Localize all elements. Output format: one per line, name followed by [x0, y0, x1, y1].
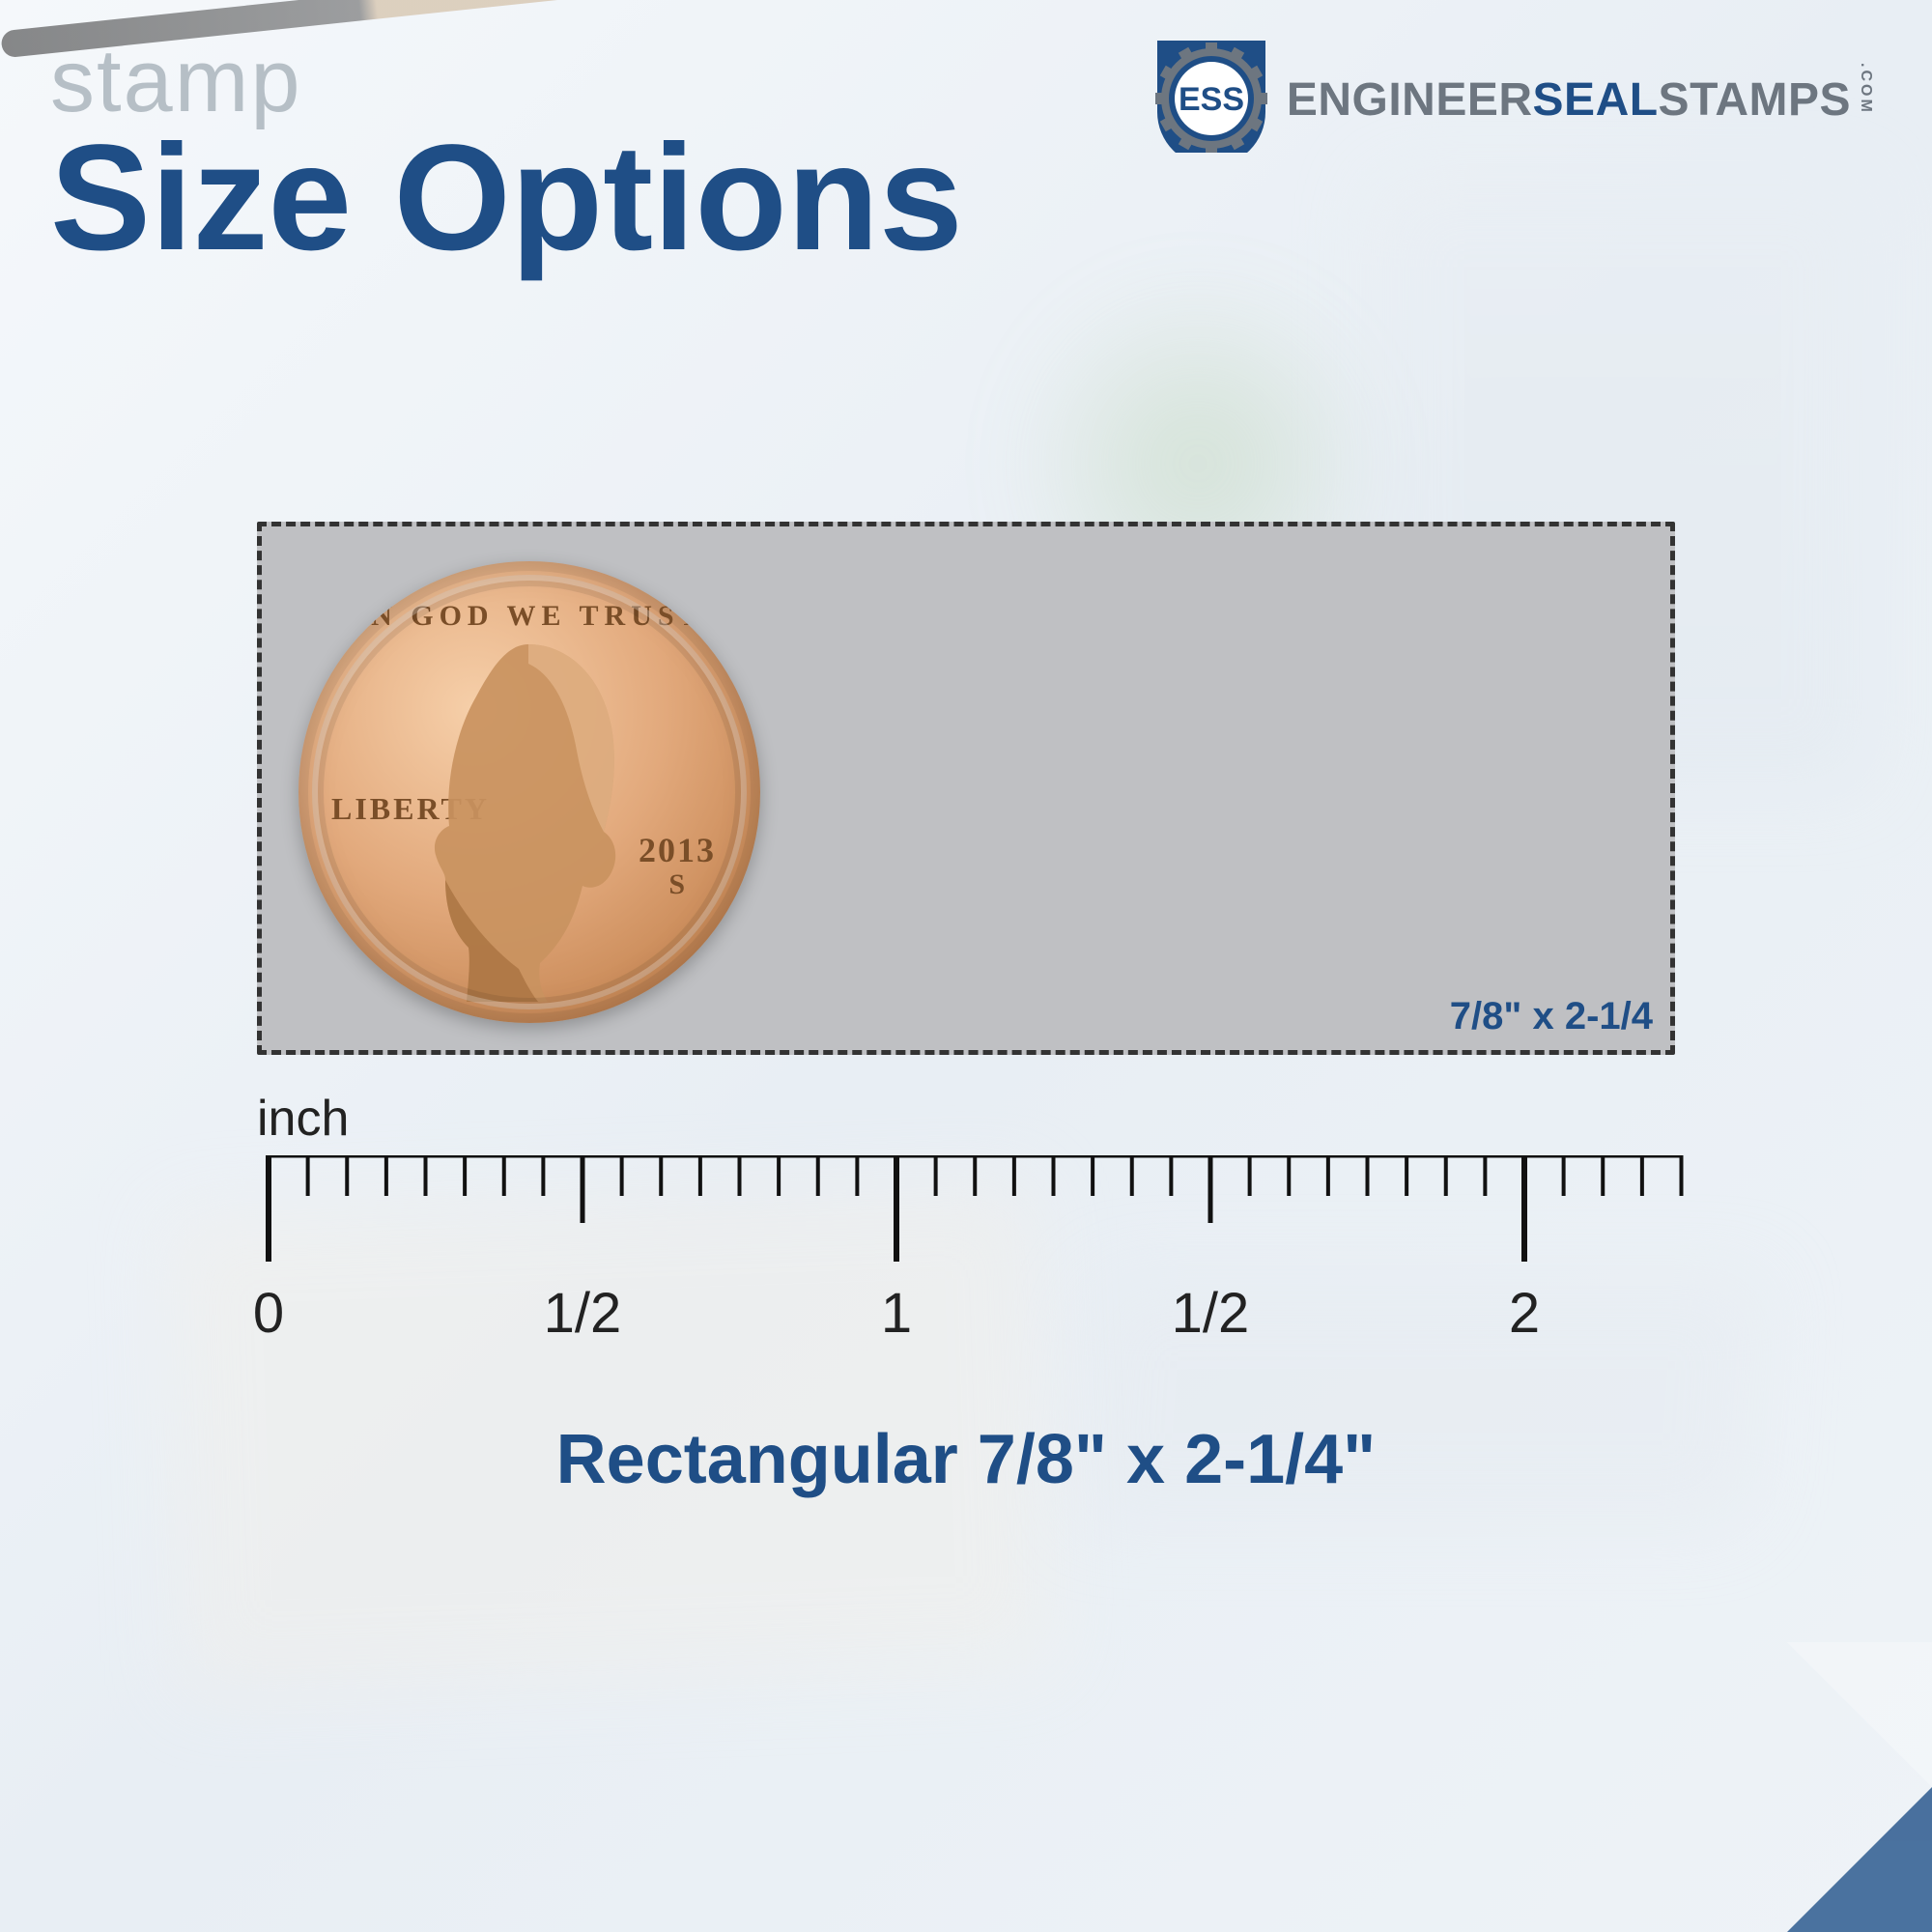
ruler-ticks	[257, 1155, 1693, 1267]
svg-text:ESS: ESS	[1179, 81, 1244, 118]
stamp-dimensions-label: 7/8" x 2-1/4	[1450, 995, 1653, 1038]
header: stamp Size Options	[50, 31, 1874, 270]
size-caption: Rectangular 7/8" x 2-1/4"	[0, 1420, 1932, 1499]
coin-year: 2013	[639, 830, 716, 870]
ruler-tick-label: 2	[1509, 1281, 1540, 1346]
stamp-size-box: IN GOD WE TRUST LIBERTY 2013 S 7/8" x 2-…	[257, 522, 1675, 1055]
title-big: Size Options	[50, 127, 963, 270]
logo-word-stamps: STAMPS	[1659, 73, 1851, 127]
coin-motto: IN GOD WE TRUST	[298, 600, 760, 633]
logo-badge-icon: ESS	[1153, 37, 1269, 153]
logo-text: ENGINEER SEAL STAMPS .COM	[1287, 63, 1874, 127]
ruler-numbers: 01/211/22	[257, 1281, 1675, 1358]
logo-word-engineer: ENGINEER	[1287, 73, 1533, 127]
ruler-tick-label: 1/2	[544, 1281, 622, 1346]
ruler-tick-label: 0	[253, 1281, 284, 1346]
ruler-tick-label: 1	[881, 1281, 912, 1346]
ruler: inch 01/211/22	[257, 1090, 1675, 1358]
penny-reference-icon: IN GOD WE TRUST LIBERTY 2013 S	[298, 561, 760, 1023]
ruler-tick-label: 1/2	[1172, 1281, 1250, 1346]
lincoln-silhouette-icon	[412, 637, 644, 1004]
coin-mintmark: S	[668, 868, 685, 901]
logo-suffix: .COM	[1857, 63, 1874, 115]
brand-logo: ESS ENGINEER SEAL STAMPS .COM	[1153, 37, 1874, 153]
logo-word-seal: SEAL	[1533, 73, 1659, 127]
title-block: stamp Size Options	[50, 31, 963, 270]
corner-fold-icon	[1787, 1787, 1932, 1932]
coin-liberty: LIBERTY	[331, 791, 490, 827]
ruler-unit-label: inch	[257, 1090, 1675, 1148]
